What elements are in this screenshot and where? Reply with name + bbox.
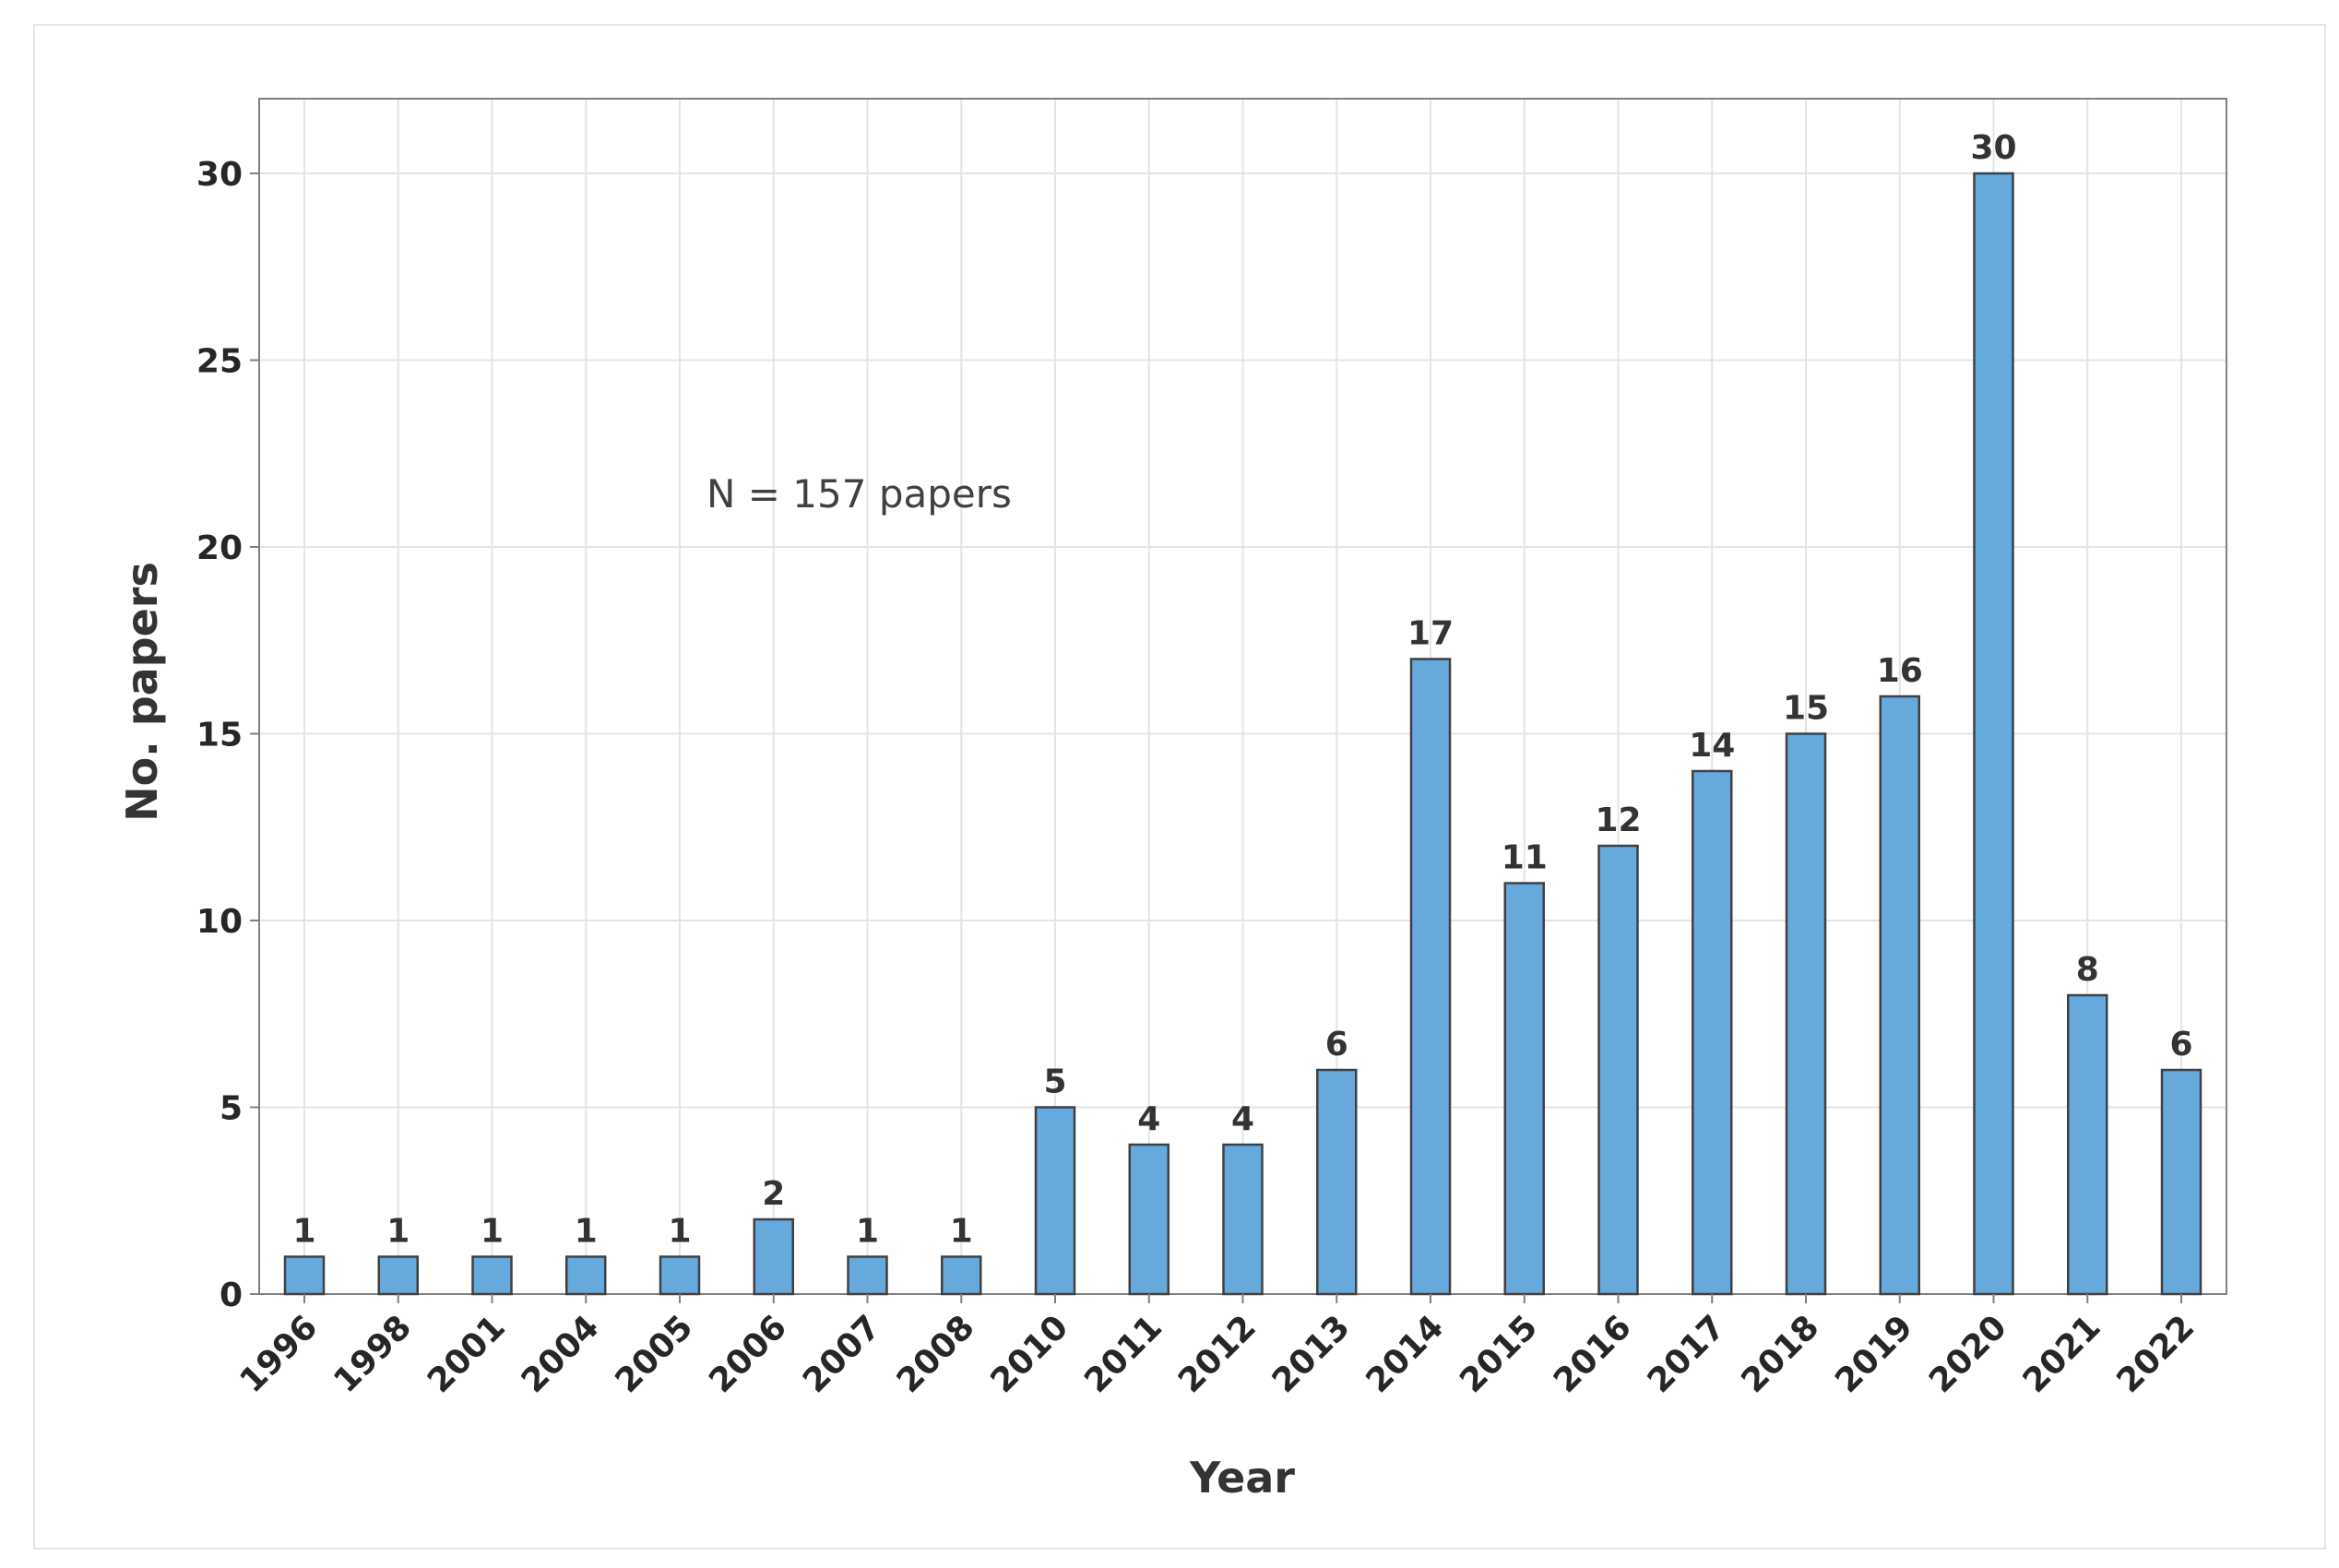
bars — [283, 172, 2202, 1296]
bar-1996 — [283, 1255, 326, 1296]
x-tick-label-2001: 2001 — [421, 1308, 513, 1400]
x-tick-label-2013: 2013 — [1265, 1308, 1358, 1400]
x-tick-label-2005: 2005 — [609, 1308, 701, 1400]
data-label-2021: 8 — [2076, 951, 2099, 989]
x-tick-label-2018: 2018 — [1735, 1308, 1827, 1400]
bar-2017 — [1692, 769, 1733, 1296]
data-label-2010: 5 — [1043, 1063, 1066, 1101]
data-label-2014: 17 — [1407, 615, 1454, 653]
bar-2011 — [1128, 1143, 1170, 1296]
bar-2019 — [1879, 695, 1920, 1296]
y-tick-label: 0 — [220, 1277, 243, 1314]
data-label-2022: 6 — [2169, 1026, 2192, 1063]
bar-2005 — [659, 1255, 701, 1296]
data-label-2006: 2 — [762, 1175, 785, 1213]
x-tick-label-2012: 2012 — [1171, 1308, 1264, 1400]
bar-2007 — [847, 1255, 888, 1296]
data-label-2018: 15 — [1783, 690, 1829, 728]
sample-size-annotation: N = 157 papers — [706, 471, 1012, 517]
bar-2018 — [1785, 732, 1827, 1296]
x-tick-label-2010: 2010 — [984, 1308, 1076, 1400]
y-tick-label: 20 — [196, 529, 243, 567]
bar-2015 — [1503, 882, 1545, 1296]
bar-2021 — [2067, 993, 2108, 1296]
x-tick-label-2008: 2008 — [890, 1308, 982, 1400]
x-tick-label-2014: 2014 — [1359, 1308, 1452, 1400]
x-tick-label-2020: 2020 — [1922, 1308, 2014, 1400]
x-tick-label-2021: 2021 — [2016, 1308, 2108, 1400]
chart-frame — [33, 24, 2326, 1550]
x-axis-title: Year — [1189, 1453, 1295, 1503]
y-axis-title: No. papers — [117, 562, 167, 822]
data-label-2001: 1 — [481, 1213, 504, 1251]
data-label-2020: 30 — [1970, 129, 2016, 167]
data-label-2016: 12 — [1595, 802, 1641, 839]
x-tick-label-2019: 2019 — [1828, 1308, 1920, 1400]
y-tick-label: 25 — [196, 343, 243, 381]
data-label-1996: 1 — [292, 1213, 315, 1251]
x-tick-label-2017: 2017 — [1641, 1308, 1733, 1400]
y-axis-ticks: 0 5 10 15 20 25 30 — [196, 156, 259, 1314]
y-tick-label: 5 — [220, 1090, 243, 1128]
bar-2016 — [1597, 844, 1639, 1296]
data-label-2012: 4 — [1231, 1100, 1254, 1138]
bar-1998 — [377, 1255, 419, 1296]
data-label-2017: 14 — [1689, 727, 1735, 765]
data-label-2015: 11 — [1502, 839, 1548, 877]
y-tick-label: 10 — [196, 903, 243, 941]
x-tick-label-2006: 2006 — [702, 1308, 794, 1400]
bar-2022 — [2160, 1068, 2202, 1296]
x-tick-label-1998: 1998 — [327, 1308, 419, 1400]
bar-2013 — [1316, 1068, 1358, 1296]
data-label-2019: 16 — [1877, 652, 1923, 690]
x-tick-label-2007: 2007 — [796, 1308, 888, 1400]
y-tick-label: 30 — [196, 156, 243, 194]
data-label-2008: 1 — [950, 1213, 973, 1251]
bar-2008 — [941, 1255, 982, 1296]
data-label-1998: 1 — [386, 1213, 410, 1251]
x-tick-label-2004: 2004 — [515, 1308, 607, 1400]
bar-2010 — [1034, 1106, 1076, 1296]
bar-2020 — [1973, 172, 2014, 1296]
x-tick-label-2022: 2022 — [2110, 1308, 2202, 1400]
x-tick-label-1996: 1996 — [233, 1308, 326, 1400]
bar-2001 — [471, 1255, 513, 1296]
data-label-2011: 4 — [1137, 1100, 1160, 1138]
data-label-2007: 1 — [856, 1213, 879, 1251]
data-label-2013: 6 — [1325, 1026, 1348, 1063]
bar-2012 — [1222, 1143, 1264, 1296]
x-tick-label-2015: 2015 — [1453, 1308, 1545, 1400]
data-label-2004: 1 — [575, 1213, 598, 1251]
x-tick-label-2011: 2011 — [1077, 1308, 1170, 1400]
x-axis-ticks: 1996 1998 2001 2004 2005 2006 2007 2008 2010 2011… — [233, 1294, 2202, 1400]
bar-2014 — [1409, 658, 1452, 1296]
data-label-2005: 1 — [668, 1213, 691, 1251]
bar-2004 — [565, 1255, 607, 1296]
y-tick-label: 15 — [196, 717, 243, 754]
x-tick-label-2016: 2016 — [1547, 1308, 1639, 1400]
bar-2006 — [753, 1218, 794, 1296]
